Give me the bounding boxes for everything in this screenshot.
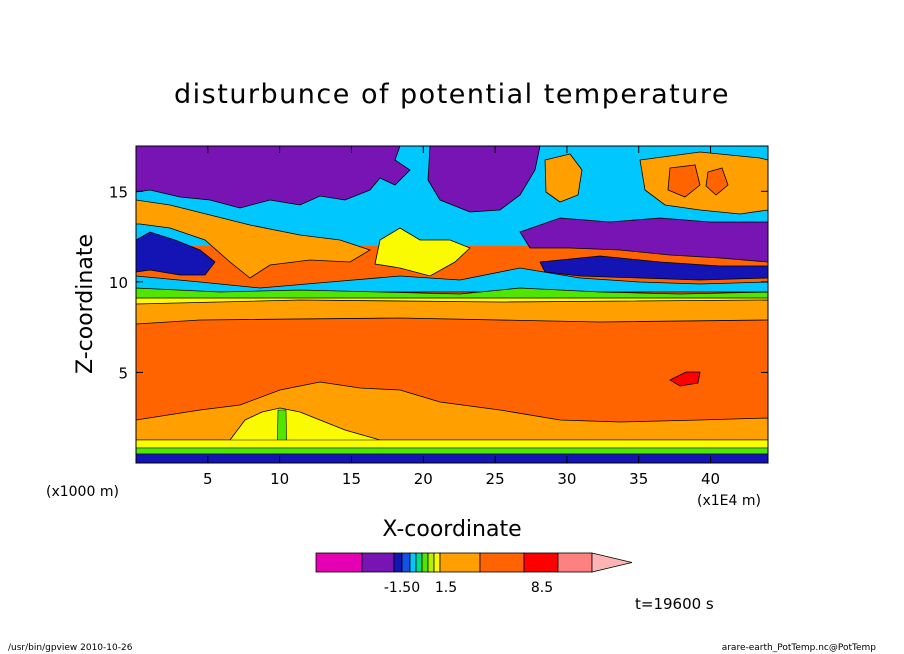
x-unit-left: (x1000 m) — [46, 484, 119, 500]
surface-band-green — [136, 447, 768, 455]
plot-frame — [135, 145, 769, 464]
upper-right-warm-core-2 — [705, 167, 729, 196]
upper-right-warm-core — [667, 164, 701, 198]
upper-orange-cell — [544, 153, 583, 203]
colorbar-segment — [393, 552, 403, 573]
y-axis-label: Z-coordinate — [73, 234, 98, 374]
yellow-plume-upper — [374, 227, 471, 277]
light-orange-layer-upper — [136, 299, 768, 325]
footer-left: /usr/bin/gpview 2010-10-26 — [8, 643, 133, 653]
x-tick-label: 15 — [342, 470, 361, 488]
y-tick-label: 15 — [109, 183, 128, 201]
upper-blue-band — [136, 231, 216, 276]
colorbar-segment — [421, 552, 429, 573]
y-tick-label: 5 — [118, 364, 128, 382]
colorbar-segment — [523, 552, 559, 573]
x-tick-label: 20 — [414, 470, 433, 488]
x-tick-label: 25 — [486, 470, 505, 488]
x-tick-label: 40 — [701, 470, 720, 488]
y-tick-label: 10 — [109, 274, 128, 292]
time-label: t=19600 s — [635, 595, 714, 613]
colorbar-segment — [409, 552, 417, 573]
colorbar-segment — [433, 552, 441, 573]
x-axis-label: X-coordinate — [382, 517, 521, 542]
surface-band-yellow — [136, 439, 768, 449]
x-tick-label: 10 — [270, 470, 289, 488]
x-tick-label: 5 — [203, 470, 213, 488]
colorbar-segment — [439, 552, 481, 573]
plot-area — [136, 146, 768, 463]
upper-purple-region-right — [427, 146, 541, 213]
colorbar-segment — [361, 552, 395, 573]
surface-band-blue — [136, 453, 768, 463]
colorbar: -1.50 1.5 8.5 — [315, 552, 633, 596]
x-axis: 5 10 15 20 25 30 35 40 — [203, 146, 720, 488]
colorbar-segment — [557, 552, 593, 573]
cyan-tropopause-band — [136, 267, 768, 293]
upper-purple-region — [136, 146, 411, 209]
x-unit-right: (x1E4 m) — [697, 493, 761, 509]
colorbar-segment — [415, 552, 423, 573]
colorbar-arrow — [591, 552, 633, 573]
right-blue-band — [539, 255, 768, 281]
x-tick-label: 30 — [557, 470, 576, 488]
colorbar-segment — [479, 552, 525, 573]
colorbar-segment — [315, 552, 363, 573]
right-purple-band — [519, 217, 768, 263]
colorbar-label: 1.5 — [435, 580, 457, 596]
y-axis: 5 10 15 — [109, 183, 768, 382]
chart-title: disturbunce of potential temperature — [174, 79, 730, 110]
x-tick-label: 35 — [629, 470, 648, 488]
warm-spot — [669, 371, 701, 387]
footer-right: arare-earth_PotTemp.nc@PotTemp — [722, 643, 877, 653]
colorbar-segment — [427, 552, 435, 573]
colorbar-label: 8.5 — [531, 580, 553, 596]
colorbar-segment — [401, 552, 411, 573]
left-orange-tongue — [136, 199, 371, 279]
colorbar-label: -1.50 — [384, 580, 420, 596]
